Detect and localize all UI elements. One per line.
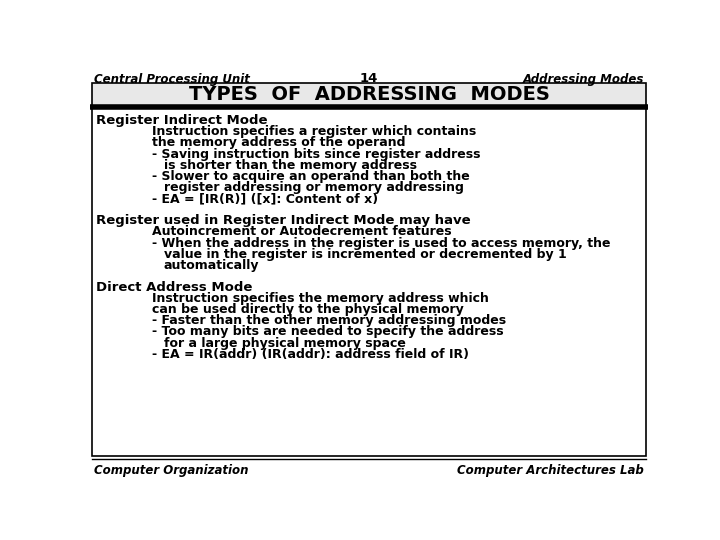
Text: Direct Address Mode: Direct Address Mode [96,281,253,294]
Text: Computer Architectures Lab: Computer Architectures Lab [457,464,644,477]
Text: the memory address of the operand: the memory address of the operand [152,137,405,150]
Text: 14: 14 [360,72,378,85]
Text: Computer Organization: Computer Organization [94,464,248,477]
Bar [92,83,646,107]
Text: register addressing or memory addressing: register addressing or memory addressing [163,181,464,194]
Text: - Faster than the other memory addressing modes: - Faster than the other memory addressin… [152,314,506,327]
Text: - When the address in the register is used to access memory, the: - When the address in the register is us… [152,237,611,249]
Text: - Too many bits are needed to specify the address: - Too many bits are needed to specify th… [152,326,503,339]
Text: Instruction specifies a register which contains: Instruction specifies a register which c… [152,125,476,138]
Text: is shorter than the memory address: is shorter than the memory address [163,159,417,172]
Text: - Slower to acquire an operand than both the: - Slower to acquire an operand than both… [152,170,469,183]
Text: automatically: automatically [163,259,259,272]
Text: Register used in Register Indirect Mode may have: Register used in Register Indirect Mode … [96,214,471,227]
Text: Instruction specifies the memory address which: Instruction specifies the memory address… [152,292,489,305]
Text: - EA = [IR(R)] ([x]: Content of x): - EA = [IR(R)] ([x]: Content of x) [152,192,378,205]
Text: Autoincrement or Autodecrement features: Autoincrement or Autodecrement features [152,225,451,238]
Text: Central Processing Unit: Central Processing Unit [94,72,250,85]
Text: for a large physical memory space: for a large physical memory space [163,336,405,349]
Text: - Saving instruction bits since register address: - Saving instruction bits since register… [152,147,480,160]
Text: TYPES  OF  ADDRESSING  MODES: TYPES OF ADDRESSING MODES [189,85,549,104]
Text: value in the register is incremented or decremented by 1: value in the register is incremented or … [163,248,567,261]
Bar [92,107,646,456]
Text: Register Indirect Mode: Register Indirect Mode [96,114,268,127]
Text: Addressing Modes: Addressing Modes [523,72,644,85]
Text: can be used directly to the physical memory: can be used directly to the physical mem… [152,303,464,316]
Text: - EA = IR(addr) (IR(addr): address field of IR): - EA = IR(addr) (IR(addr): address field… [152,348,469,361]
